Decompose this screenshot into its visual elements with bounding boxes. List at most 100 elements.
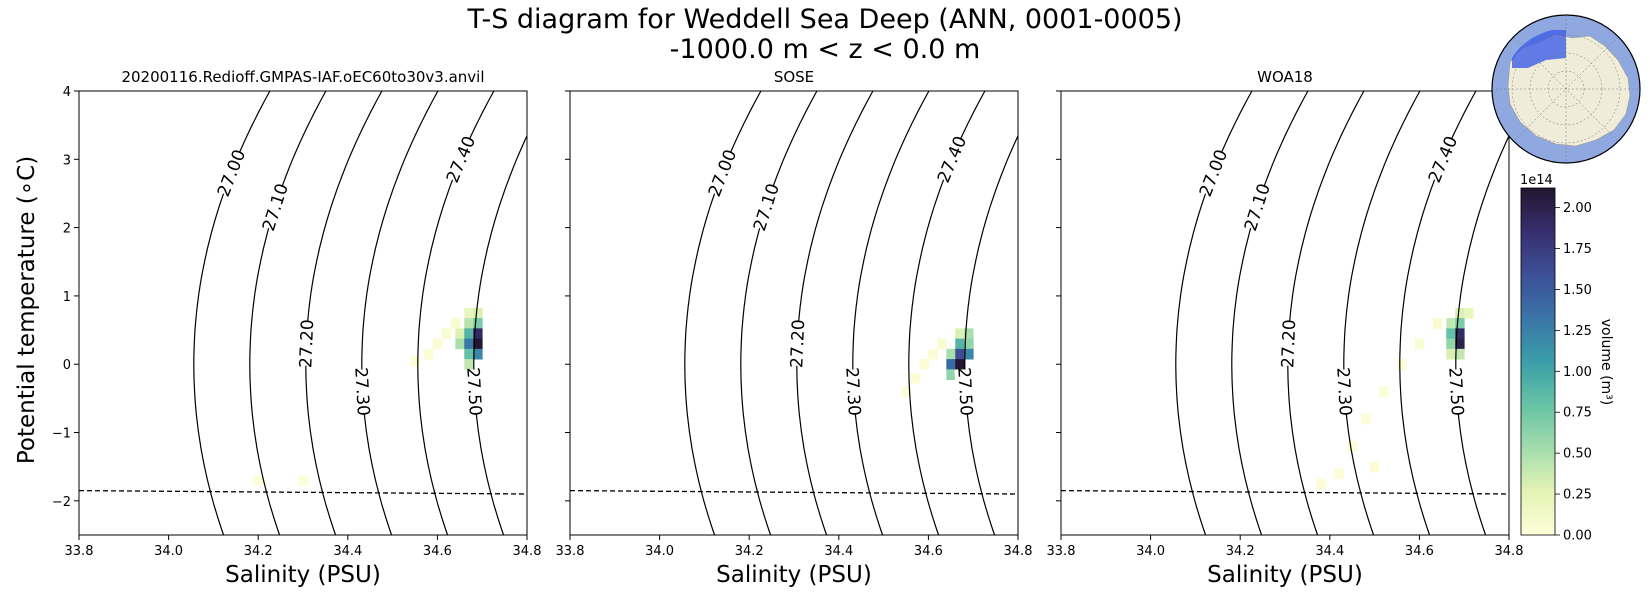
density-contour-label: 27.30 (1332, 367, 1355, 417)
x-tick-label: 33.8 (65, 544, 94, 559)
histogram-cell (410, 355, 420, 367)
colorbar-tick-label: 0.75 (1563, 406, 1592, 421)
histogram-cell (464, 338, 474, 350)
panel-title: SOSE (774, 68, 814, 86)
histogram-cell (1455, 318, 1465, 329)
contour-label-bg (213, 148, 249, 198)
x-tick-label: 34.8 (513, 544, 542, 559)
x-tick-label: 34.6 (1405, 544, 1434, 559)
colorbar-gradient (1520, 187, 1556, 536)
histogram-cell (946, 348, 956, 360)
contour-label-bg (1424, 135, 1461, 184)
histogram-cell (1455, 307, 1465, 319)
contour-label-bg (954, 369, 977, 415)
y-tick-label: 3 (63, 153, 71, 168)
histogram-cell (1446, 318, 1456, 329)
histogram-cell (946, 369, 956, 380)
density-contour-line (305, 91, 383, 535)
histogram-cell (473, 328, 483, 340)
histogram-cell (937, 338, 947, 350)
colorbar-tick-label: 1.75 (1563, 242, 1592, 257)
freezing-line (79, 489, 527, 495)
density-contour-line (740, 91, 818, 535)
histogram-cell (464, 307, 474, 319)
histogram-cell (955, 328, 965, 340)
histogram-cell (964, 328, 974, 340)
colorbar: 1e14 0.00 0.25 0.50 0.75 1.00 1.25 1.50 1.75 2.0… (1520, 173, 1614, 544)
density-contour-label: 27.50 (1444, 367, 1467, 417)
colorbar-tick-label: 1.00 (1563, 365, 1592, 380)
histogram-cell (1455, 338, 1465, 350)
y-tick-label: 0 (63, 358, 71, 373)
colorbar-tick-label: 1.25 (1563, 324, 1592, 339)
density-contour-line (852, 91, 930, 535)
contour-label-bg (351, 369, 374, 415)
histogram-cell (455, 338, 465, 350)
density-contour-label: 27.50 (462, 367, 485, 417)
histogram-cell (455, 328, 465, 340)
density-contour-line (249, 91, 327, 535)
histogram-cell (928, 348, 938, 360)
figure-title-line2: -1000.0 m < z < 0.0 m (670, 34, 981, 65)
x-tick-label: 34.2 (735, 544, 764, 559)
contour-label-bg (704, 148, 740, 198)
x-tick-label: 34.2 (1226, 544, 1255, 559)
contour-label-bg (1240, 183, 1274, 232)
x-tick-label: 34.4 (1315, 544, 1344, 559)
x-tick-label: 34.6 (423, 544, 452, 559)
histogram-cell (1361, 413, 1371, 425)
colorbar-tick-label: 2.00 (1563, 201, 1592, 216)
colorbar-ticks: 0.00 0.25 0.50 0.75 1.00 1.25 1.50 1.75 2.00 (1555, 201, 1592, 544)
contour-label-bg (1277, 321, 1300, 367)
histogram-cell (964, 348, 974, 360)
y-tick-label: −2 (52, 495, 71, 510)
histogram-cell (423, 348, 434, 360)
contour-label-bg (842, 369, 865, 415)
x-tick-label: 34.4 (333, 544, 362, 559)
histogram-cell (1455, 328, 1465, 340)
axes-frame (78, 90, 528, 536)
panel-title: 20200116.Redioff.GMPAS-IAF.oEC60to30v3.a… (121, 68, 484, 86)
contour-label-bg (786, 321, 809, 367)
histogram-cell (432, 338, 443, 350)
x-tick-label: 34.8 (1495, 544, 1524, 559)
histogram-cell (1414, 338, 1425, 350)
freezing-line (1061, 489, 1509, 495)
density-contour-label: 27.20 (296, 319, 318, 368)
contour-label-bg (933, 135, 970, 184)
density-contour-label: 27.30 (841, 367, 864, 417)
x-tick-label: 34.2 (244, 544, 273, 559)
density-contour-label: 27.20 (1278, 319, 1300, 368)
contour-label-bg (1445, 369, 1468, 415)
histogram-cell (441, 328, 452, 340)
histogram-cell (964, 338, 974, 350)
histogram-cell (901, 386, 911, 398)
y-tick-label: −1 (52, 427, 71, 442)
histogram-cell (1432, 318, 1443, 329)
y-axis-label: Potential temperature (∘C) (14, 156, 40, 464)
contour-label-bg (1195, 148, 1231, 198)
histogram-cell (253, 475, 264, 486)
antarctic-inset-map (1491, 14, 1641, 164)
x-tick-label: 34.8 (1004, 544, 1033, 559)
histogram-cell (298, 475, 308, 486)
colorbar-scale-label: 1e14 (1520, 173, 1553, 188)
histogram-cells (1316, 307, 1474, 490)
x-axis-label: Salinity (PSU) (716, 562, 872, 588)
histogram-cell (910, 372, 920, 384)
x-tick-label: 34.6 (914, 544, 943, 559)
y-tick-label: 1 (63, 290, 71, 305)
histogram-cell (450, 318, 461, 329)
axes-frame (1060, 90, 1510, 536)
histogram-cell (955, 348, 965, 360)
x-axis-label: Salinity (PSU) (225, 562, 381, 588)
x-axis-label: Salinity (PSU) (1207, 562, 1363, 588)
